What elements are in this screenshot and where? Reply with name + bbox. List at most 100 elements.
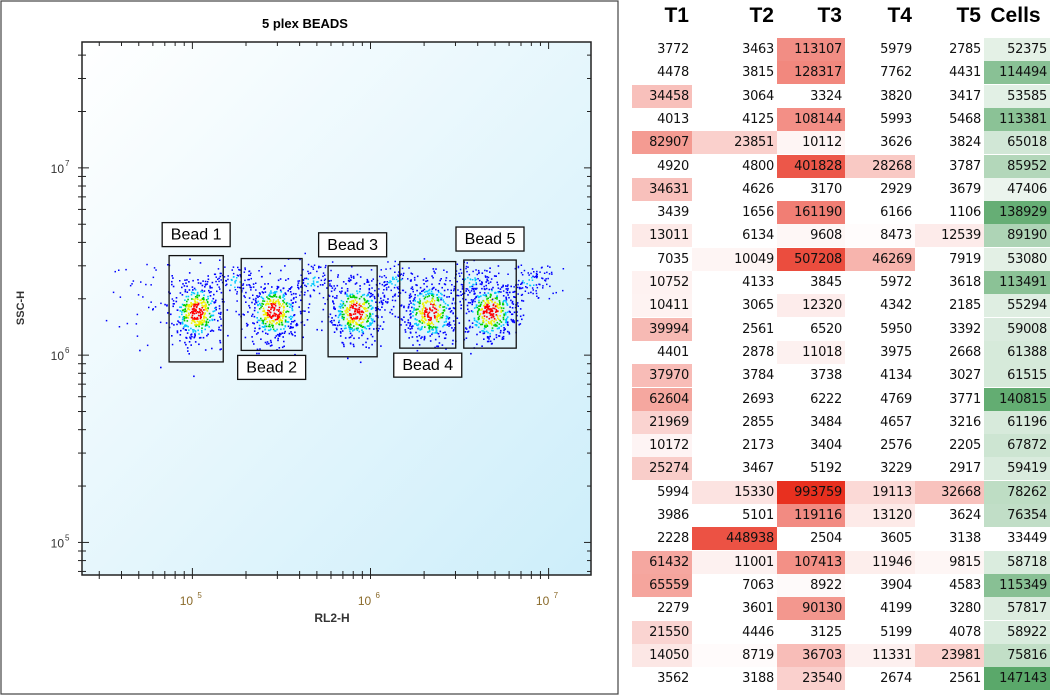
scatter-point (257, 300, 260, 303)
scatter-point (505, 297, 508, 300)
scatter-point (280, 321, 283, 324)
scatter-point (531, 287, 534, 289)
scatter-point (307, 307, 310, 309)
scatter-point (494, 297, 497, 300)
scatter-point (460, 307, 462, 310)
scatter-point (214, 307, 216, 309)
scatter-point (425, 293, 427, 296)
scatter-point (262, 298, 265, 300)
scatter-point (522, 280, 524, 282)
scatter-point (320, 266, 322, 268)
scatter-point (333, 324, 336, 326)
scatter-point (483, 292, 486, 294)
scatter-point (513, 311, 516, 314)
scatter-point (506, 323, 509, 325)
scatter-point (280, 305, 283, 307)
scatter-point (444, 331, 446, 334)
scatter-point (256, 317, 258, 319)
scatter-point (422, 279, 425, 281)
scatter-point (259, 304, 262, 307)
scatter-point (260, 296, 263, 298)
scatter-point (193, 287, 196, 290)
scatter-point (264, 316, 266, 319)
scatter-point (431, 283, 433, 286)
scatter-point (205, 299, 208, 301)
scatter-point (387, 281, 390, 284)
gate-bead-3[interactable] (327, 265, 378, 358)
scatter-point (476, 304, 478, 307)
scatter-point (523, 282, 525, 284)
scatter-point (339, 313, 342, 316)
scatter-point (450, 310, 453, 312)
gate-bead-5[interactable] (463, 259, 517, 349)
scatter-point (477, 278, 479, 280)
scatter-point (437, 345, 439, 347)
scatter-point (242, 283, 245, 285)
scatter-point (201, 291, 204, 293)
scatter-point (472, 299, 475, 301)
scatter-point (475, 296, 477, 299)
scatter-point (247, 278, 249, 281)
scatter-point (279, 319, 282, 321)
scatter-point (183, 319, 186, 322)
scatter-point (333, 307, 335, 310)
scatter-point (290, 323, 292, 325)
scatter-point (200, 321, 203, 324)
scatter-point (307, 278, 309, 280)
scatter-point (491, 298, 494, 301)
scatter-point (279, 297, 282, 299)
scatter-point (486, 311, 488, 313)
gate-bead-1[interactable] (168, 254, 224, 363)
scatter-point (309, 272, 312, 274)
plot-area (82, 42, 591, 575)
scatter-point (436, 345, 438, 348)
scatter-point (341, 290, 343, 293)
scatter-point (533, 284, 535, 286)
scatter-point (304, 284, 306, 287)
scatter-point (429, 335, 432, 337)
scatter-point (346, 300, 348, 303)
gate-bead-2[interactable] (240, 257, 303, 352)
table-cell-t3: 993759 (777, 480, 845, 504)
scatter-point (191, 286, 194, 288)
scatter-point (530, 291, 532, 294)
scatter-point (146, 263, 148, 266)
scatter-point (336, 324, 339, 327)
scatter-point (361, 331, 364, 334)
scatter-point (197, 311, 200, 314)
scatter-point (394, 293, 397, 295)
table-cell-t2: 3064 (692, 84, 777, 108)
scatter-point (256, 321, 259, 324)
scatter-point (200, 309, 203, 311)
plot-axes-frame (81, 41, 592, 576)
scatter-point (351, 330, 354, 332)
scatter-point (284, 325, 287, 327)
scatter-point (382, 292, 384, 294)
scatter-point (177, 320, 179, 322)
scatter-point (194, 296, 197, 298)
scatter-point (264, 322, 267, 325)
scatter-point (481, 345, 483, 347)
scatter-point (431, 327, 434, 329)
scatter-point (272, 319, 275, 322)
scatter-point (264, 318, 267, 320)
scatter-point (492, 286, 494, 289)
scatter-point (250, 272, 252, 275)
scatter-point (269, 314, 271, 316)
scatter-point (477, 311, 479, 314)
scatter-point (377, 293, 379, 295)
scatter-point (441, 316, 444, 319)
scatter-point (265, 312, 267, 314)
scatter-point (409, 323, 412, 326)
scatter-point (433, 314, 436, 317)
scatter-point (355, 323, 357, 326)
gate-bead-4[interactable] (399, 260, 457, 349)
scatter-point (394, 299, 397, 302)
scatter-point (341, 315, 344, 318)
scatter-point (471, 322, 474, 324)
scatter-point (330, 285, 333, 287)
scatter-point (307, 283, 309, 285)
scatter-point (475, 282, 477, 284)
scatter-point (464, 331, 467, 333)
scatter-point (508, 331, 510, 334)
